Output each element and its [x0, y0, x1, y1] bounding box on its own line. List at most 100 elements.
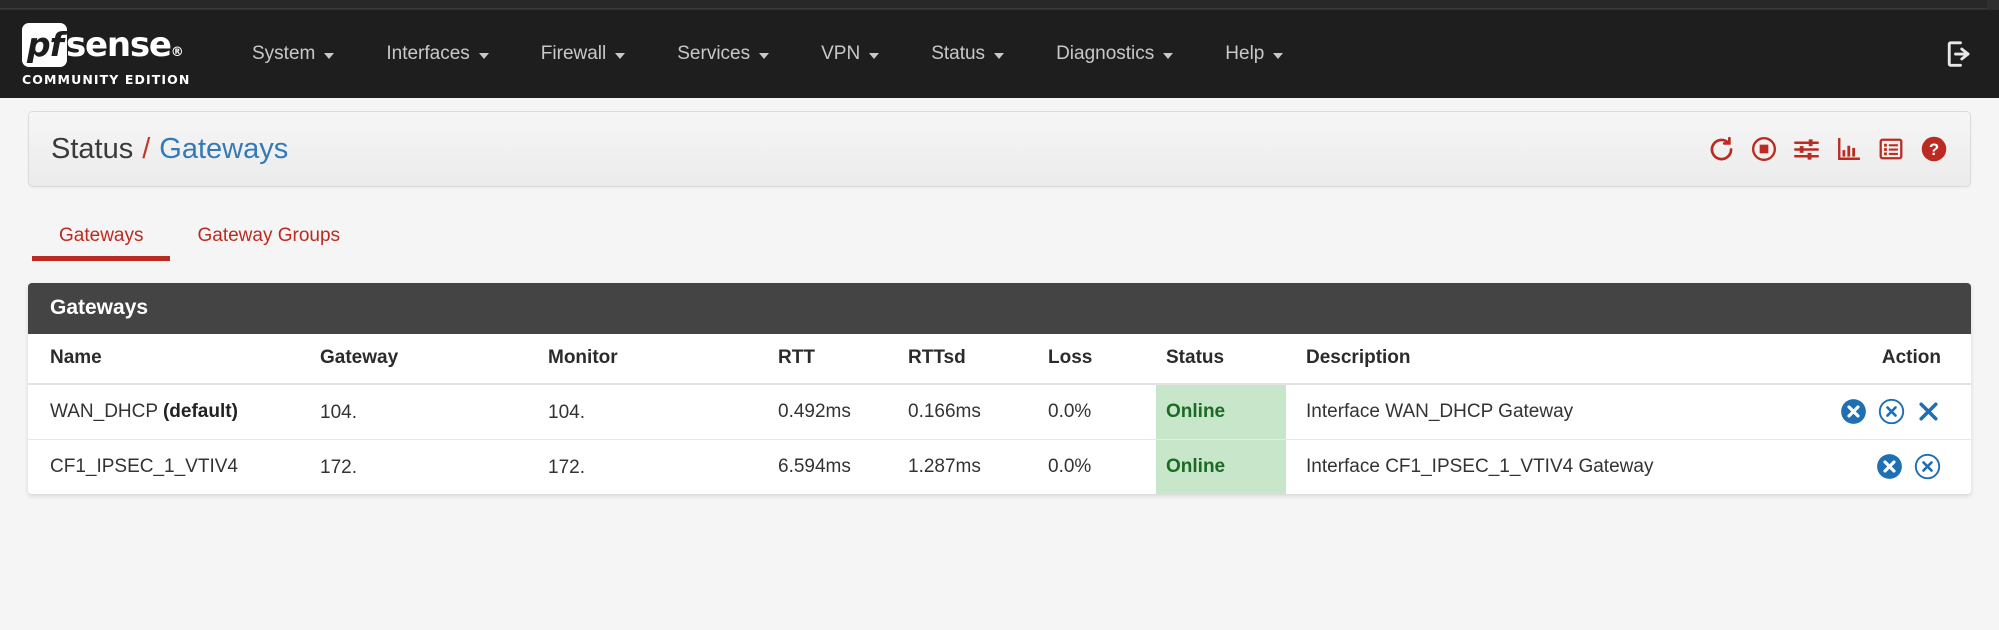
- table-row[interactable]: WAN_DHCP (default) 104. 104. 0.492ms 0.1…: [28, 384, 1971, 440]
- monitor-address: 104.: [548, 401, 585, 423]
- nav-item-system[interactable]: System: [226, 33, 360, 75]
- main-navbar: pf sense® COMMUNITY EDITION System Inter…: [0, 10, 1999, 98]
- table-header: Name Gateway Monitor RTT RTTsd Loss Stat…: [28, 334, 1971, 385]
- chevron-down-icon: [994, 52, 1005, 59]
- cell-description: Interface CF1_IPSEC_1_VTIV4 Gateway: [1306, 455, 1654, 477]
- cell-gateway: 172.: [310, 440, 538, 495]
- page-container: Status / Gateways: [0, 111, 1999, 494]
- chevron-down-icon: [869, 52, 880, 59]
- page-title-bar: Status / Gateways: [28, 111, 1971, 187]
- column-header-status: Status: [1156, 334, 1286, 385]
- cell-rttsd: 0.166ms: [898, 384, 1038, 440]
- browser-top-strip: [0, 0, 1999, 10]
- chevron-down-icon: [1163, 52, 1174, 59]
- cell-loss: 0.0%: [1038, 384, 1156, 440]
- bar-chart-icon[interactable]: [1836, 136, 1862, 162]
- cell-description: Interface WAN_DHCP Gateway: [1286, 384, 1801, 440]
- help-circle-icon[interactable]: ?: [1920, 135, 1948, 163]
- breadcrumb: Status / Gateways: [51, 133, 288, 166]
- column-header-monitor: Monitor: [538, 334, 768, 385]
- delete-circle-filled-icon[interactable]: [1876, 453, 1903, 480]
- gateway-name: WAN_DHCP: [50, 400, 158, 422]
- cell-rtt: 6.594ms: [778, 455, 851, 477]
- nav-item-label: Status: [931, 43, 986, 64]
- nav-item-label: Services: [677, 43, 751, 64]
- monitor-address: 172.: [548, 456, 585, 478]
- redaction-block: [586, 454, 705, 477]
- remove-x-icon[interactable]: [1916, 399, 1941, 424]
- delete-circle-filled-icon[interactable]: [1840, 398, 1867, 425]
- tab-gateway-groups[interactable]: Gateway Groups: [170, 217, 367, 261]
- chevron-down-icon: [324, 52, 335, 59]
- nav-item-services[interactable]: Services: [651, 33, 795, 75]
- breadcrumb-parent[interactable]: Status: [51, 132, 134, 165]
- gateway-address: 172.: [320, 456, 357, 478]
- tab-label: Gateways: [59, 225, 144, 246]
- gateways-table: Name Gateway Monitor RTT RTTsd Loss Stat…: [28, 334, 1971, 494]
- status-badge: Online: [1156, 384, 1286, 440]
- redaction-block: [358, 454, 491, 477]
- column-header-gateway: Gateway: [310, 334, 538, 385]
- column-header-rttsd: RTTsd: [898, 334, 1038, 385]
- pfsense-logo[interactable]: pf sense® COMMUNITY EDITION: [22, 21, 194, 87]
- cell-monitor: 172.: [538, 440, 768, 495]
- panel-heading: Gateways: [28, 283, 1971, 334]
- nav-item-label: System: [252, 43, 316, 64]
- refresh-icon[interactable]: [1708, 136, 1735, 163]
- column-header-rtt: RTT: [768, 334, 898, 385]
- table-header-row: Name Gateway Monitor RTT RTTsd Loss Stat…: [28, 334, 1971, 385]
- cell-gateway: 104.: [310, 384, 538, 440]
- tab-gateways[interactable]: Gateways: [32, 217, 171, 261]
- gateway-name: CF1_IPSEC_1_VTIV4: [50, 455, 238, 477]
- page-title-actions: ?: [1708, 135, 1948, 163]
- table-row[interactable]: CF1_IPSEC_1_VTIV4 172. 172. 6.594ms 1.28…: [28, 439, 1971, 495]
- cell-name: CF1_IPSEC_1_VTIV4: [28, 440, 310, 495]
- nav-item-status[interactable]: Status: [905, 33, 1030, 75]
- nav-menu: System Interfaces Firewall Services VPN …: [226, 33, 1943, 75]
- column-header-description: Description: [1286, 334, 1801, 385]
- nav-item-label: Diagnostics: [1056, 43, 1155, 64]
- cell-rtt: 0.492ms: [768, 384, 898, 440]
- disable-circle-outline-icon[interactable]: [1878, 398, 1905, 425]
- breadcrumb-current: Gateways: [159, 132, 289, 165]
- tab-label: Gateway Groups: [197, 225, 341, 246]
- logo-tagline: COMMUNITY EDITION: [22, 72, 191, 87]
- chevron-down-icon: [478, 52, 489, 59]
- cell-rttsd: 1.287ms: [908, 455, 981, 477]
- status-badge: Online: [1156, 439, 1286, 494]
- nav-item-label: Help: [1225, 43, 1265, 64]
- nav-item-label: Firewall: [540, 43, 607, 64]
- logo-pf-mark: pf: [22, 23, 67, 67]
- redaction-block: [586, 399, 705, 422]
- nav-item-label: VPN: [821, 43, 861, 64]
- chevron-down-icon: [1273, 52, 1284, 59]
- chevron-down-icon: [615, 52, 626, 59]
- logo-sense-text: sense®: [65, 25, 184, 65]
- column-header-name: Name: [28, 334, 310, 385]
- cell-loss: 0.0%: [1048, 455, 1092, 477]
- gateway-default-badge: (default): [162, 400, 238, 422]
- nav-item-label: Interfaces: [386, 43, 470, 64]
- gateway-address: 104.: [320, 401, 357, 423]
- cell-actions: [1801, 384, 1971, 440]
- cell-name: WAN_DHCP (default): [28, 384, 310, 440]
- svg-text:?: ?: [1929, 140, 1939, 159]
- disable-circle-outline-icon[interactable]: [1914, 453, 1941, 480]
- nav-item-firewall[interactable]: Firewall: [515, 33, 651, 75]
- gateways-panel: Gateways Name Gateway Monitor RTT RTTsd …: [28, 283, 1971, 494]
- cell-monitor: 104.: [538, 384, 768, 440]
- sliders-filter-icon[interactable]: [1793, 136, 1820, 163]
- column-header-loss: Loss: [1038, 334, 1156, 385]
- table-body: WAN_DHCP (default) 104. 104. 0.492ms 0.1…: [28, 384, 1971, 494]
- nav-item-interfaces[interactable]: Interfaces: [360, 33, 514, 75]
- cell-actions: [1801, 440, 1971, 495]
- list-table-icon[interactable]: [1878, 136, 1904, 162]
- nav-item-diagnostics[interactable]: Diagnostics: [1030, 33, 1199, 75]
- chevron-down-icon: [759, 52, 770, 59]
- nav-item-vpn[interactable]: VPN: [795, 33, 905, 75]
- logout-icon[interactable]: [1943, 39, 1973, 69]
- tab-bar: Gateways Gateway Groups: [28, 217, 1971, 261]
- column-header-action: Action: [1801, 334, 1971, 385]
- pause-stop-icon[interactable]: [1751, 136, 1777, 162]
- nav-item-help[interactable]: Help: [1199, 33, 1309, 75]
